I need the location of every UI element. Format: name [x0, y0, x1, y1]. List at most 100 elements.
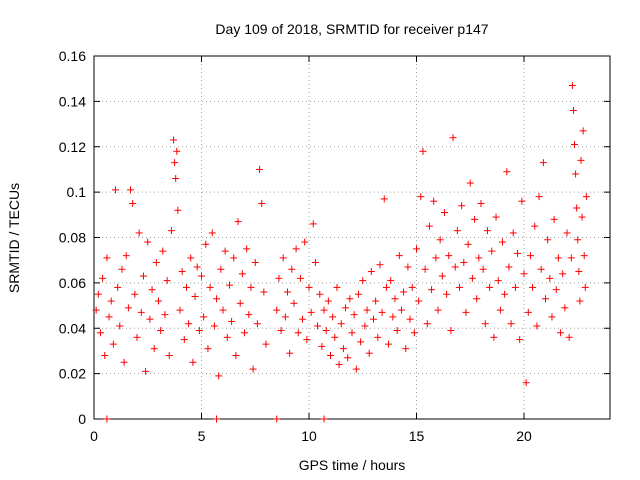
data-point — [466, 179, 474, 187]
data-point — [462, 308, 470, 316]
y-tick-label: 0.02 — [59, 366, 86, 382]
data-point — [187, 254, 195, 262]
data-point — [305, 283, 313, 291]
data-point — [232, 351, 240, 359]
data-point — [468, 274, 476, 282]
data-point — [471, 215, 479, 223]
data-point — [139, 272, 147, 280]
data-point — [99, 274, 107, 282]
data-point — [122, 252, 130, 260]
data-point — [217, 265, 225, 273]
data-point — [182, 283, 190, 291]
data-point — [129, 199, 137, 207]
data-point — [170, 136, 178, 144]
zero-point — [273, 415, 281, 423]
data-point — [238, 270, 246, 278]
data-point — [574, 236, 582, 244]
data-point — [554, 254, 562, 262]
data-point — [569, 106, 577, 114]
data-point — [314, 322, 322, 330]
data-point — [109, 340, 117, 348]
data-point — [432, 254, 440, 262]
data-point — [178, 268, 186, 276]
data-point — [333, 283, 341, 291]
data-point — [378, 308, 386, 316]
data-point — [148, 286, 156, 294]
data-point — [249, 365, 257, 373]
data-point — [518, 197, 526, 205]
data-point — [421, 265, 429, 273]
data-point — [299, 315, 307, 323]
data-point — [428, 286, 436, 294]
data-point — [361, 322, 369, 330]
x-tick-label: 10 — [301, 428, 317, 444]
data-point — [578, 213, 586, 221]
data-point — [198, 272, 205, 280]
data-point — [568, 81, 576, 89]
data-point — [552, 286, 560, 294]
data-point — [365, 349, 373, 357]
data-point — [505, 263, 513, 271]
data-point — [316, 290, 324, 298]
y-tick-label: 0.12 — [59, 139, 86, 155]
data-point — [346, 295, 354, 303]
data-point — [137, 308, 145, 316]
data-point — [279, 254, 287, 262]
x-tick-label: 5 — [198, 428, 206, 444]
data-point — [582, 193, 590, 201]
data-point — [397, 306, 405, 314]
data-point — [107, 297, 115, 305]
data-point — [499, 238, 506, 246]
data-point — [520, 270, 528, 278]
data-point — [309, 220, 317, 228]
data-point — [522, 379, 530, 387]
data-point — [342, 304, 350, 312]
data-point — [546, 274, 554, 282]
data-point — [436, 236, 444, 244]
data-point — [275, 274, 283, 282]
data-point — [161, 311, 169, 319]
data-point — [419, 147, 427, 155]
y-tick-label: 0.04 — [59, 320, 86, 336]
data-point — [219, 306, 227, 314]
data-point — [96, 329, 104, 337]
data-point — [210, 322, 218, 330]
data-point — [531, 222, 539, 230]
data-point — [165, 351, 173, 359]
data-point — [579, 127, 587, 135]
data-point — [580, 252, 588, 260]
data-point — [434, 306, 442, 314]
data-point — [413, 245, 420, 253]
data-point — [404, 263, 412, 271]
data-point — [507, 320, 515, 328]
data-point — [202, 240, 210, 248]
data-point — [488, 247, 496, 255]
data-point — [370, 315, 377, 323]
data-point — [173, 147, 181, 155]
data-point — [157, 327, 165, 335]
axis-ticks: 0 0.02 0.04 0.06 0.08 0.1 0.12 0.14 0.16 0 5 10 15 20 — [59, 48, 610, 444]
data-point — [577, 156, 585, 164]
data-point — [180, 336, 188, 344]
data-point — [155, 297, 162, 305]
data-point — [234, 218, 242, 226]
data-point — [322, 327, 330, 335]
data-point — [400, 288, 408, 296]
data-point — [571, 140, 579, 148]
data-point — [576, 297, 584, 305]
data-point — [159, 247, 167, 255]
data-point — [167, 227, 175, 235]
data-point — [262, 340, 270, 348]
data-point — [294, 329, 302, 337]
y-tick-label: 0.06 — [59, 275, 86, 291]
data-point — [415, 297, 423, 305]
data-point — [281, 313, 289, 321]
data-point — [133, 333, 141, 341]
data-point — [318, 342, 326, 350]
data-point — [221, 247, 229, 255]
data-point — [292, 245, 300, 253]
data-point — [135, 229, 143, 237]
data-point — [303, 336, 311, 344]
data-point — [473, 295, 481, 303]
data-point — [260, 288, 268, 296]
